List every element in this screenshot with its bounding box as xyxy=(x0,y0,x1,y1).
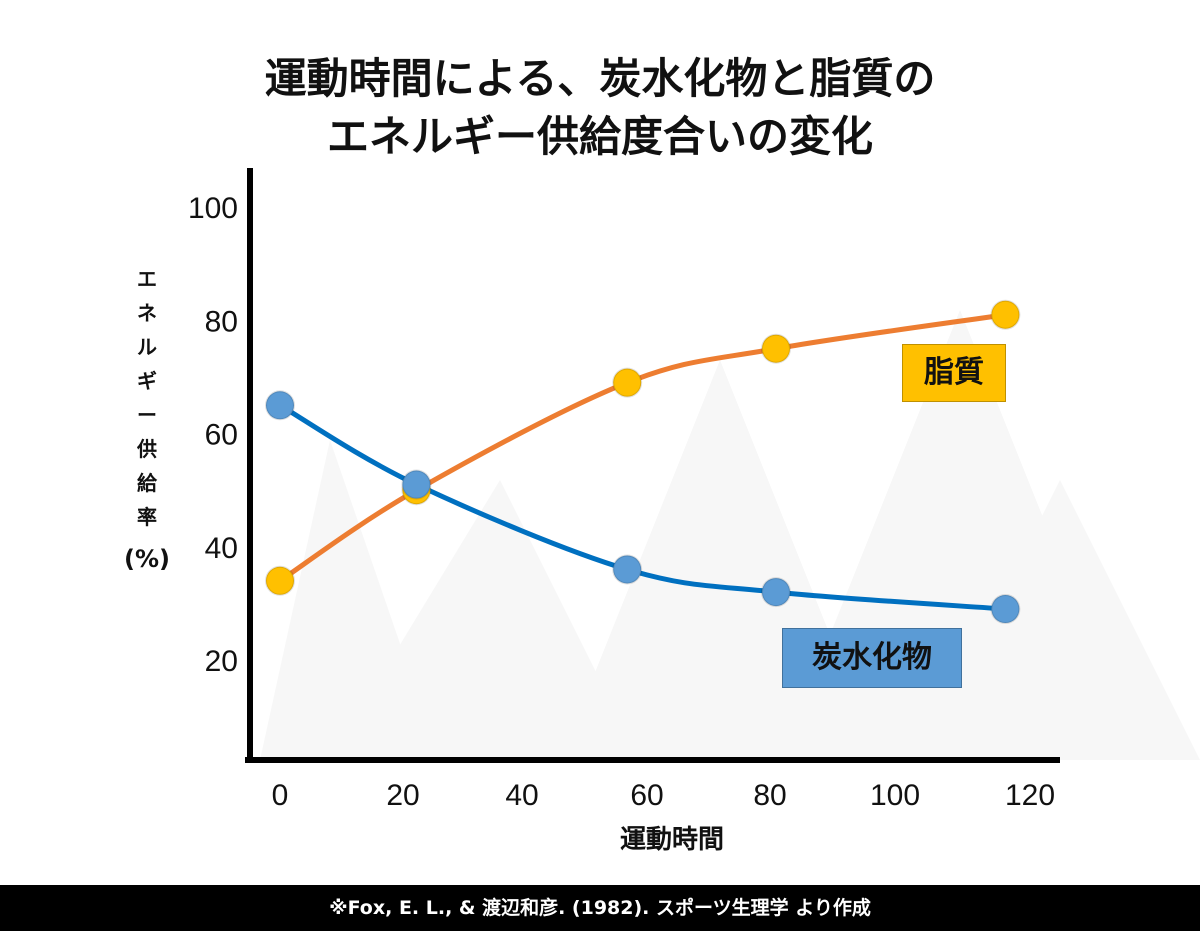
y-tick-label: 60 xyxy=(205,419,238,452)
background-mountains xyxy=(260,310,1200,760)
y-axis-label-char: ル xyxy=(137,335,157,359)
y-axis-label-char: ー xyxy=(137,403,157,427)
data-point-fat xyxy=(612,367,643,398)
y-axis-unit: (%) xyxy=(124,545,170,573)
y-axis-label-char: ネ xyxy=(137,301,157,325)
x-tick-label: 40 xyxy=(505,779,538,812)
legend-label-carbohydrate: 炭水化物 xyxy=(782,628,962,688)
data-point-carbohydrate xyxy=(612,554,643,585)
y-tick-label: 40 xyxy=(205,532,238,565)
y-axis-label-char: 給 xyxy=(137,471,157,495)
x-tick-label: 80 xyxy=(753,779,786,812)
legend-label-fat: 脂質 xyxy=(902,344,1006,402)
y-axis-label-text: エネルギー供給率 xyxy=(122,262,172,534)
data-point-fat xyxy=(990,299,1021,330)
data-point-fat xyxy=(265,565,295,596)
x-axis-label: 運動時間 xyxy=(620,825,724,855)
y-tick-label: 80 xyxy=(205,305,238,338)
data-point-carbohydrate xyxy=(761,577,791,608)
x-tick-label: 20 xyxy=(386,779,419,812)
x-tick-label: 60 xyxy=(630,779,663,812)
y-axis-label-char: 率 xyxy=(137,505,157,529)
chart-title: 運動時間による、炭水化物と脂質の エネルギー供給度合いの変化 xyxy=(0,50,1200,166)
axes xyxy=(245,168,1060,763)
x-tick-label: 0 xyxy=(272,779,289,812)
title-line-2: エネルギー供給度合いの変化 xyxy=(326,112,873,161)
data-point-carbohydrate xyxy=(265,390,295,421)
data-point-carbohydrate xyxy=(990,594,1021,625)
x-tick-label: 120 xyxy=(1005,779,1055,812)
data-point-carbohydrate xyxy=(401,469,432,500)
y-axis-label-char: 供 xyxy=(137,437,157,461)
y-tick-label: 20 xyxy=(205,645,238,678)
data-point-fat xyxy=(761,333,791,364)
y-tick-label: 100 xyxy=(188,192,238,225)
y-axis-label-char: ギ xyxy=(137,369,157,393)
y-axis-label: エネルギー供給率 (%) xyxy=(122,262,172,576)
x-tick-label: 100 xyxy=(870,779,920,812)
title-line-1: 運動時間による、炭水化物と脂質の xyxy=(264,54,936,103)
source-footer: ※Fox, E. L., & 渡辺和彦. (1982). スポーツ生理学 より作… xyxy=(0,885,1200,931)
y-axis-label-char: エ xyxy=(137,267,157,291)
